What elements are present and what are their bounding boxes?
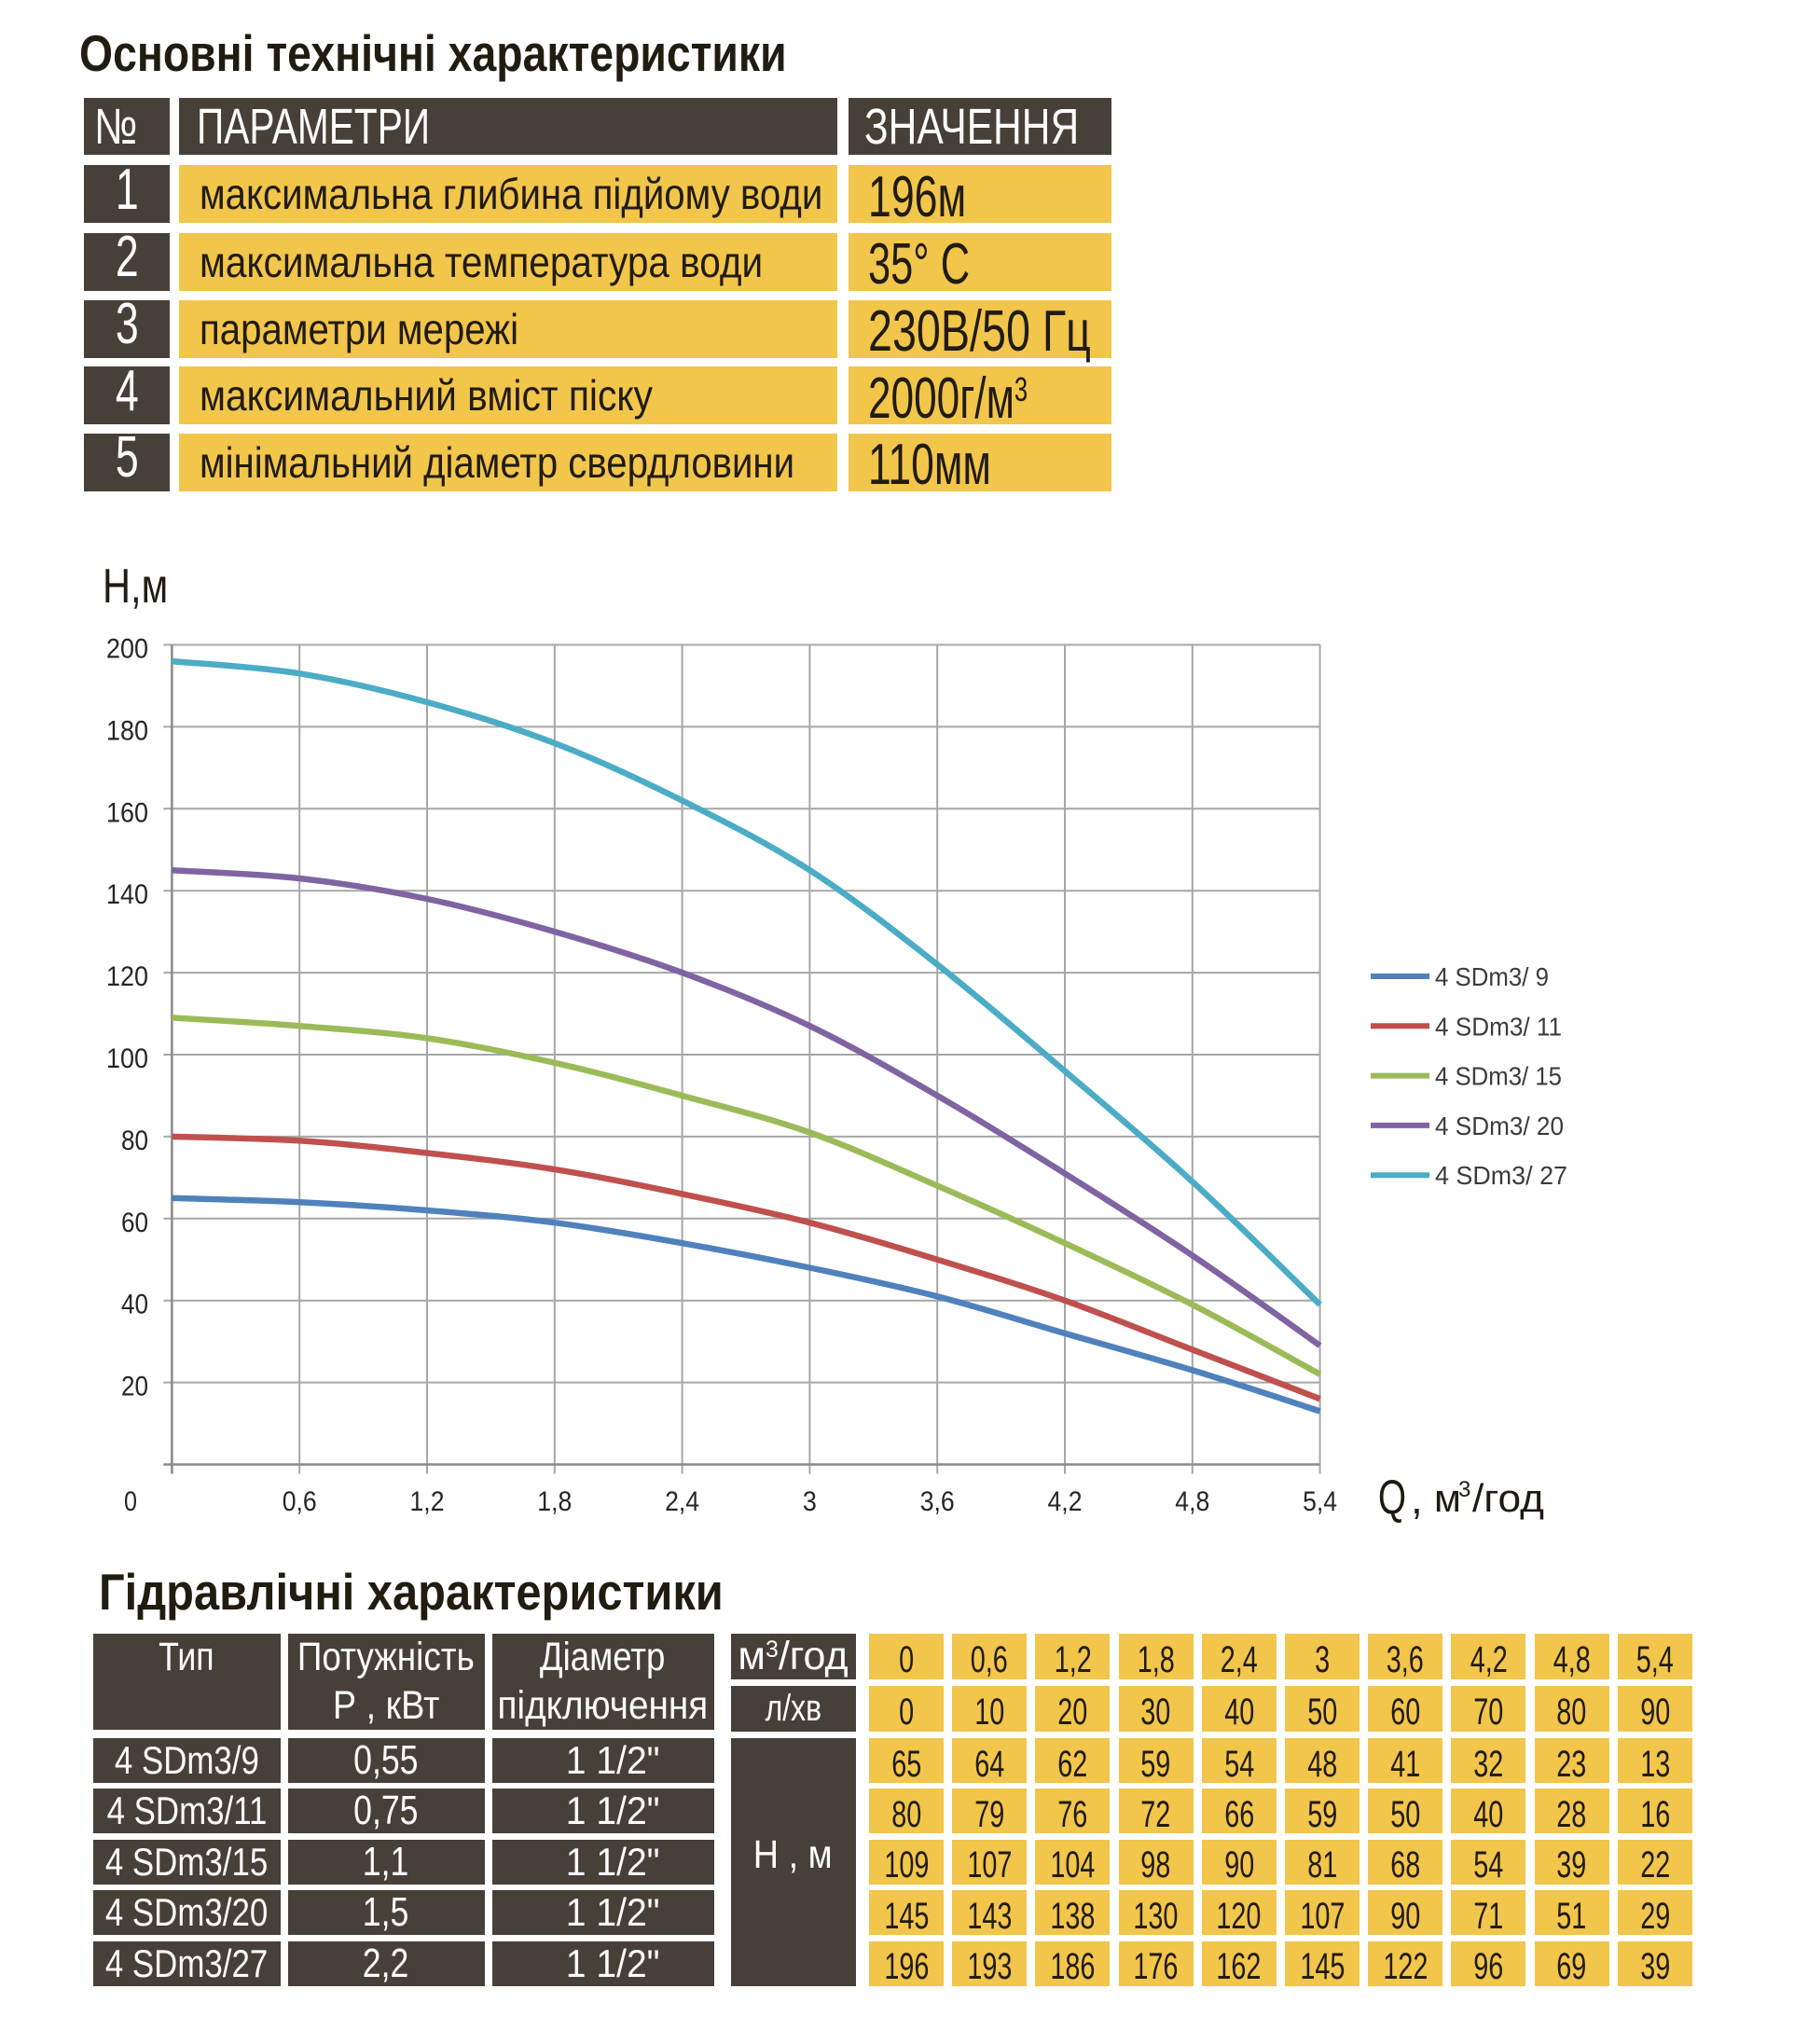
- svg-text:,: ,: [1411, 1474, 1423, 1523]
- svg-text:4 SDm3/ 20: 4 SDm3/ 20: [1435, 1112, 1564, 1140]
- svg-text:4 SDm3/ 15: 4 SDm3/ 15: [1435, 1062, 1562, 1091]
- svg-text:Q: Q: [1378, 1471, 1406, 1525]
- svg-text:60: 60: [121, 1208, 148, 1238]
- svg-text:м: м: [1434, 1476, 1461, 1520]
- svg-text:80: 80: [121, 1126, 148, 1156]
- svg-text:4 SDm3/ 9: 4 SDm3/ 9: [1435, 962, 1549, 991]
- svg-text:4,2: 4,2: [1048, 1486, 1083, 1517]
- svg-text:100: 100: [106, 1043, 148, 1074]
- svg-text:20: 20: [121, 1372, 148, 1402]
- svg-text:3: 3: [1458, 1477, 1470, 1502]
- svg-text:1,8: 1,8: [537, 1486, 572, 1517]
- svg-text:3,6: 3,6: [920, 1486, 955, 1517]
- svg-text:140: 140: [106, 879, 148, 910]
- svg-text:5,4: 5,4: [1303, 1486, 1337, 1517]
- svg-text:40: 40: [121, 1290, 148, 1320]
- svg-text:3: 3: [803, 1486, 817, 1517]
- svg-text:200: 200: [106, 634, 148, 665]
- svg-text:180: 180: [106, 715, 148, 746]
- svg-text:0,6: 0,6: [283, 1486, 317, 1517]
- svg-text:2,4: 2,4: [665, 1486, 699, 1517]
- svg-text:4 SDm3/ 11: 4 SDm3/ 11: [1435, 1012, 1562, 1041]
- svg-text:4 SDm3/ 27: 4 SDm3/ 27: [1435, 1161, 1567, 1190]
- svg-text:0: 0: [124, 1486, 137, 1517]
- svg-text:1,2: 1,2: [410, 1486, 445, 1517]
- svg-text:160: 160: [106, 797, 148, 828]
- svg-text:4,8: 4,8: [1175, 1486, 1209, 1517]
- svg-text:/год: /год: [1472, 1476, 1544, 1520]
- svg-text:120: 120: [106, 961, 148, 992]
